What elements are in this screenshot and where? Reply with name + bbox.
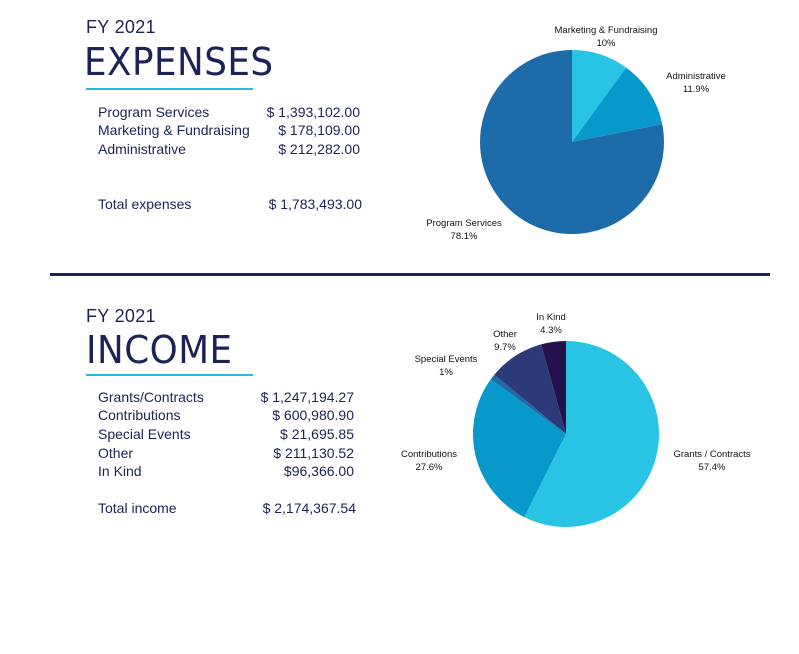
expenses-pie-label-pct: 78.1% (451, 231, 478, 242)
expenses-row-value: $ 212,282.00 (278, 141, 360, 157)
income-pie-label-pct: 57.4% (699, 462, 726, 473)
expenses-pie-label-pct: 11.9% (683, 84, 710, 95)
income-row-label: Grants/Contracts (98, 389, 204, 405)
income-pie-slice (541, 341, 566, 434)
income-row-label: Other (98, 445, 134, 461)
income-heading: INCOME (86, 328, 233, 372)
expenses-row-value: $ 1,393,102.00 (266, 104, 360, 120)
expenses-row-label: Marketing & Fundraising (98, 122, 250, 138)
section-divider (50, 273, 770, 276)
expenses-pie-label-pct: 10% (596, 38, 616, 49)
income-row-label: Contributions (98, 407, 181, 423)
expenses-total-label: Total expenses (98, 196, 192, 212)
income-pie-label-name: Special Events (415, 354, 478, 365)
income-total-value: $ 2,174,367.54 (262, 500, 356, 516)
expenses-row-label: Administrative (98, 141, 186, 157)
income-fy-label: FY 2021 (86, 306, 156, 326)
income-row-label: Special Events (98, 426, 191, 442)
income-pie-label-pct: 27.6% (416, 462, 443, 473)
expenses-row-value: $ 178,109.00 (278, 122, 360, 138)
expenses-fy-label: FY 2021 (86, 17, 156, 37)
income-row-value: $96,366.00 (283, 463, 354, 479)
expenses-pie-label-name: Program Services (426, 218, 502, 229)
expenses-total-value: $ 1,783,493.00 (268, 196, 362, 212)
income-row-value: $ 600,980.90 (272, 407, 354, 423)
income-pie-label-pct: 4.3% (540, 325, 562, 336)
income-pie-label-name: Other (493, 329, 517, 340)
income-pie-label-name: Contributions (401, 449, 457, 460)
income-pie-slice (524, 341, 659, 527)
expenses-heading-underline (86, 88, 253, 90)
income-row-value: $ 211,130.52 (273, 445, 354, 461)
income-pie-label-name: Grants / Contracts (673, 449, 750, 460)
income-pie-slice (494, 344, 566, 434)
income-pie-slice (472, 379, 566, 518)
income-total-label: Total income (98, 500, 177, 516)
income-row-value: $ 21,695.85 (280, 426, 354, 442)
expenses-pie-slice (572, 50, 627, 142)
expenses-pie-slice (572, 67, 663, 142)
income-pie-label-name: In Kind (536, 312, 566, 323)
income-pie-label-pct: 1% (439, 367, 453, 378)
expenses-row-label: Program Services (98, 104, 210, 120)
expenses-heading: EXPENSES (84, 40, 274, 84)
income-pie-chart: In Kind 4.3% Other 9.7% Special Events 1… (401, 312, 751, 527)
income-heading-underline (86, 374, 253, 376)
expenses-pie-label-name: Administrative (666, 71, 726, 82)
income-pie-slice (490, 374, 566, 434)
income-row-label: In Kind (98, 463, 142, 479)
expenses-pie-label-name: Marketing & Fundraising (555, 25, 658, 36)
expenses-pie-slice (480, 50, 665, 234)
income-row-value: $ 1,247,194.27 (260, 389, 354, 405)
expenses-pie-chart: Marketing & Fundraising 10% Administrati… (426, 25, 726, 242)
income-pie-label-pct: 9.7% (494, 342, 516, 353)
